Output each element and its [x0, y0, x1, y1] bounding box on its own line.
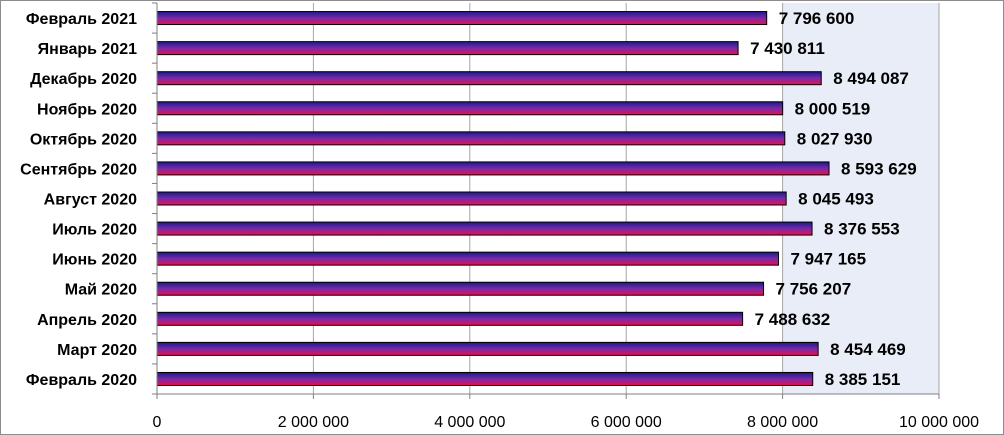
data-label: 8 593 629 — [841, 159, 917, 178]
data-label: 8 376 553 — [824, 220, 900, 239]
data-label: 7 430 811 — [750, 39, 825, 58]
bar — [156, 101, 784, 116]
x-tick-label: 8 000 000 — [747, 414, 818, 431]
category-label: Февраль 2021 — [26, 11, 137, 28]
data-label: 8 494 087 — [833, 69, 909, 88]
data-label: 7 488 632 — [755, 310, 831, 329]
bar — [156, 281, 765, 296]
category-label: Январь 2021 — [38, 41, 137, 58]
category-label: Май 2020 — [65, 282, 137, 299]
data-label: 7 796 600 — [779, 9, 855, 28]
x-tick-label: 6 000 000 — [591, 414, 662, 431]
bar — [156, 371, 814, 386]
data-label: 8 000 519 — [795, 99, 871, 118]
bar — [156, 251, 779, 266]
data-label: 7 756 207 — [776, 280, 852, 299]
category-label: Октябрь 2020 — [30, 131, 137, 148]
category-label: Август 2020 — [44, 192, 137, 209]
bar — [156, 11, 768, 26]
data-label: 8 045 493 — [798, 190, 874, 209]
data-label: 8 385 151 — [825, 370, 901, 389]
data-label: 8 454 469 — [830, 340, 906, 359]
plot-background-band — [782, 3, 939, 394]
x-tick-label: 2 000 000 — [278, 414, 349, 431]
bar — [156, 41, 739, 56]
category-label: Март 2020 — [57, 342, 137, 359]
category-label: Декабрь 2020 — [30, 71, 137, 88]
category-label: Февраль 2020 — [26, 372, 137, 389]
x-tick-label: 0 — [153, 414, 162, 431]
category-label: Сентябрь 2020 — [20, 161, 137, 178]
bar — [156, 131, 786, 146]
data-label: 7 947 165 — [790, 250, 866, 269]
x-tick-label: 10 000 000 — [899, 414, 979, 431]
category-label: Июнь 2020 — [52, 252, 137, 269]
bar — [156, 191, 787, 206]
category-label: Апрель 2020 — [37, 312, 137, 329]
bar — [156, 221, 813, 236]
bar — [156, 71, 822, 86]
data-label: 8 027 930 — [797, 129, 873, 148]
bar — [156, 341, 819, 356]
bar — [156, 311, 744, 326]
bar — [156, 161, 830, 176]
category-label: Ноябрь 2020 — [37, 101, 137, 118]
x-tick-label: 4 000 000 — [434, 414, 505, 431]
category-label: Июль 2020 — [52, 222, 137, 239]
